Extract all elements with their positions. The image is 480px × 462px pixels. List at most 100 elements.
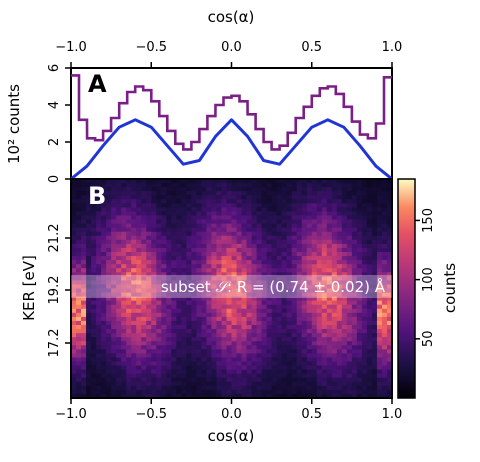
heatmap-cell: [301, 308, 308, 314]
heatmap-cell: [261, 308, 268, 314]
heatmap-cell: [211, 199, 217, 204]
heatmap-cell: [306, 195, 313, 200]
heatmap-cell: [361, 369, 368, 375]
heatmap-cell: [141, 316, 147, 322]
heatmap-cell: [381, 304, 388, 310]
heatmap-cell: [316, 292, 323, 298]
heatmap-cell: [291, 268, 298, 273]
heatmap-cell: [346, 268, 353, 273]
heatmap-cell: [351, 252, 358, 257]
heatmap-cell: [171, 300, 177, 306]
heatmap-cell: [161, 341, 167, 346]
heatmap-cell: [301, 325, 308, 330]
heatmap-cell: [316, 296, 323, 302]
heatmap-cell: [191, 373, 197, 379]
heatmap-cell: [161, 252, 167, 257]
heatmap-cell: [326, 333, 333, 338]
heatmap-cell: [311, 183, 318, 188]
heatmap-cell: [116, 243, 122, 249]
heatmap-cell: [76, 308, 82, 314]
heatmap-cell: [271, 365, 278, 371]
heatmap-cell: [266, 353, 273, 358]
heatmap-cell: [226, 252, 232, 257]
heatmap-cell: [226, 247, 232, 253]
heatmap-cell: [106, 361, 112, 367]
heatmap-cell: [316, 353, 323, 358]
heatmap-cell: [226, 276, 232, 281]
heatmap-cell: [76, 223, 82, 229]
heatmap-cell: [91, 284, 97, 289]
heatmap-cell: [361, 373, 368, 379]
heatmap-cell: [246, 329, 253, 334]
heatmap-cell: [131, 203, 137, 208]
heatmap-cell: [311, 304, 318, 310]
heatmap-cell: [231, 183, 238, 188]
heatmap-cell: [261, 288, 268, 294]
heatmap-cell: [326, 187, 333, 192]
heatmap-cell: [386, 365, 393, 371]
heatmap-cell: [346, 247, 353, 253]
heatmap-cell: [236, 316, 243, 322]
heatmap-cell: [76, 300, 82, 306]
heatmap-cell: [126, 349, 132, 354]
heatmap-cell: [316, 215, 323, 221]
heatmap-cell: [276, 227, 283, 233]
heatmap-cell: [311, 203, 318, 208]
heatmap-cell: [256, 369, 263, 375]
heatmap-cell: [121, 345, 127, 350]
heatmap-cell: [376, 199, 383, 204]
heatmap-cell: [171, 252, 177, 257]
heatmap-cell: [151, 296, 157, 302]
heatmap-cell: [381, 385, 388, 391]
heatmap-cell: [211, 320, 217, 326]
heatmap-cell: [96, 381, 102, 387]
heatmap-cell: [86, 333, 92, 338]
heatmap-cell: [181, 304, 187, 310]
heatmap-cell: [71, 187, 77, 192]
heatmap-cell: [266, 320, 273, 326]
heatmap-cell: [211, 373, 217, 379]
heatmap-cell: [251, 199, 258, 204]
heatmap-cell: [246, 179, 253, 184]
heatmap-cell: [321, 296, 328, 302]
heatmap-cell: [321, 316, 328, 322]
heatmap-cell: [306, 349, 313, 354]
heatmap-cell: [236, 381, 243, 387]
heatmap-cell: [356, 353, 363, 358]
heatmap-cell: [176, 300, 182, 306]
heatmap-cell: [121, 260, 127, 265]
heatmap-cell: [266, 195, 273, 200]
heatmap-cell: [321, 369, 328, 375]
heatmap-cell: [251, 179, 258, 184]
heatmap-cell: [196, 280, 202, 285]
heatmap-cell: [291, 341, 298, 346]
heatmap-cell: [276, 385, 283, 391]
heatmap-cell: [296, 276, 303, 281]
heatmap-cell: [266, 227, 273, 233]
heatmap-cell: [186, 389, 192, 395]
heatmap-cell: [286, 219, 293, 225]
heatmap-cell: [386, 389, 393, 395]
heatmap-cell: [236, 333, 243, 338]
heatmap-cell: [141, 191, 147, 196]
heatmap-cell: [171, 333, 177, 338]
heatmap-cell: [351, 312, 358, 318]
heatmap-cell: [136, 223, 142, 229]
heatmap-cell: [311, 308, 318, 314]
heatmap-cell: [86, 377, 92, 383]
heatmap-cell: [316, 381, 323, 387]
heatmap-cell: [286, 187, 293, 192]
heatmap-cell: [86, 345, 92, 350]
heatmap-cell: [236, 211, 243, 216]
heatmap-cell: [156, 353, 162, 358]
heatmap-cell: [351, 276, 358, 281]
heatmap-cell: [261, 377, 268, 383]
heatmap-cell: [101, 280, 107, 285]
heatmap-cell: [326, 280, 333, 285]
heatmap-cell: [171, 187, 177, 192]
heatmap-cell: [351, 381, 358, 387]
heatmap-cell: [251, 377, 258, 383]
heatmap-cell: [381, 393, 388, 399]
heatmap-cell: [166, 381, 172, 387]
